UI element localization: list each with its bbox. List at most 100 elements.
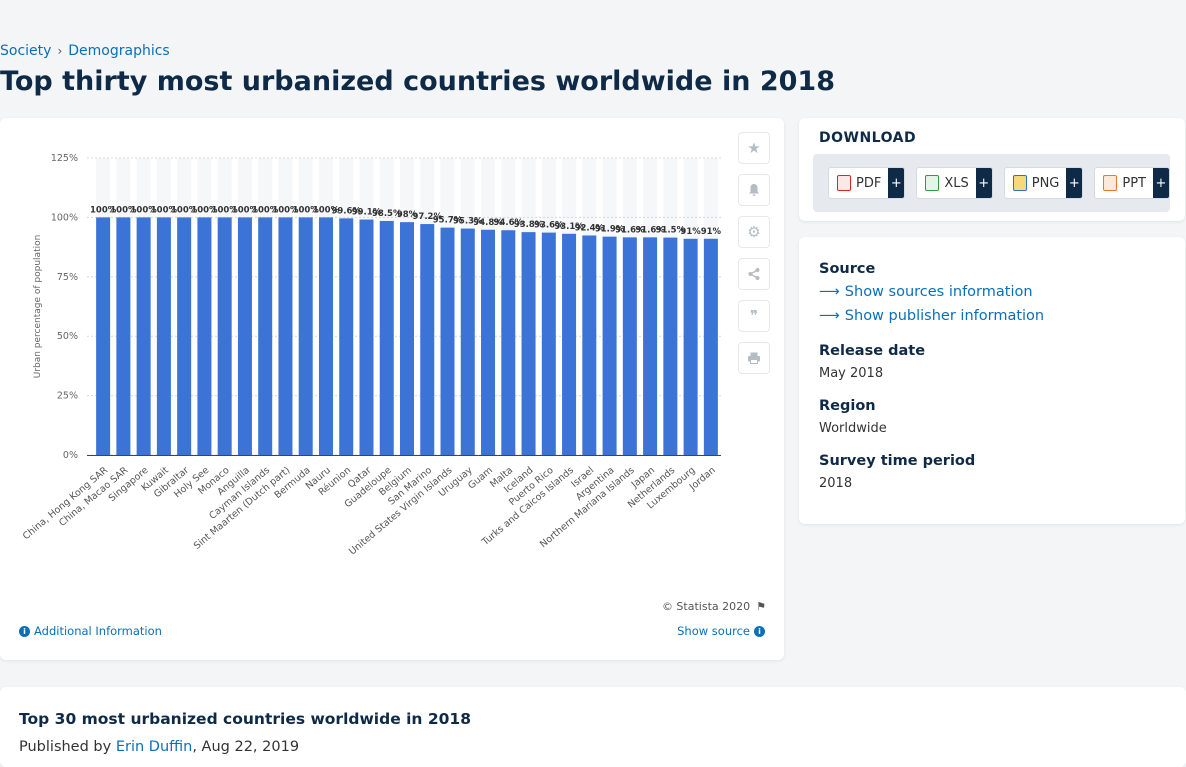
bar[interactable]: [582, 235, 597, 455]
show-sources-link[interactable]: ⟶ Show sources information: [819, 284, 1033, 300]
y-tick-label: 0%: [63, 450, 78, 461]
bar[interactable]: [258, 217, 273, 455]
y-tick-label: 125%: [51, 153, 78, 164]
bar[interactable]: [318, 217, 333, 455]
favorite-star-icon[interactable]: ★: [738, 132, 770, 164]
bar[interactable]: [339, 218, 354, 455]
bar[interactable]: [501, 230, 516, 455]
bar[interactable]: [541, 232, 556, 455]
bar[interactable]: [420, 224, 435, 455]
bar[interactable]: [197, 217, 212, 455]
source-heading: Source: [819, 261, 876, 277]
region-value: Worldwide: [819, 421, 887, 436]
release-date-heading: Release date: [819, 343, 926, 359]
bar[interactable]: [481, 229, 496, 455]
published-by: Published by Erin Duffin, Aug 22, 2019: [19, 739, 299, 755]
value-label: 99.1%: [352, 208, 382, 218]
value-label: 93.6%: [534, 221, 564, 231]
download-png-button[interactable]: PNG +: [1003, 167, 1084, 199]
png-file-icon: [1012, 175, 1027, 191]
bar[interactable]: [96, 217, 111, 455]
y-tick-label: 100%: [51, 212, 78, 223]
bar[interactable]: [643, 237, 658, 455]
value-label: 99.6%: [331, 206, 361, 216]
download-png-label: PNG: [1031, 175, 1060, 191]
download-xls-button[interactable]: XLS +: [916, 167, 993, 199]
bar[interactable]: [602, 236, 617, 455]
value-label: 91%: [680, 227, 701, 237]
value-label: 100%: [252, 205, 279, 215]
bar[interactable]: [622, 237, 637, 455]
value-label: 100%: [191, 205, 218, 215]
x-tick-label: China, Hong Kong SAR: [21, 465, 110, 543]
bar[interactable]: [460, 228, 475, 455]
survey-period-heading: Survey time period: [819, 453, 976, 469]
bar[interactable]: [440, 227, 455, 455]
chart-tools: ★ ⚙ ❞: [738, 132, 770, 374]
settings-gear-icon[interactable]: ⚙: [738, 216, 770, 248]
download-xls-label: XLS: [944, 175, 969, 191]
bar-chart: 0%25%50%75%100%125% 100%100%100%100%100%…: [21, 153, 722, 558]
value-label: 95.7%: [433, 216, 463, 226]
y-axis-ticks: 0% 25% 50% 75% 100% 125%: [51, 153, 78, 461]
arrow-right-icon: ⟶: [819, 284, 840, 300]
bar[interactable]: [136, 217, 151, 455]
value-label: 100%: [151, 205, 178, 215]
download-ppt-button[interactable]: PPT +: [1094, 167, 1170, 199]
bar[interactable]: [521, 232, 536, 455]
download-pdf-label: PDF: [856, 175, 882, 191]
bar[interactable]: [298, 217, 313, 455]
bar[interactable]: [217, 217, 232, 455]
bar[interactable]: [683, 238, 698, 455]
show-publisher-link[interactable]: ⟶ Show publisher information: [819, 308, 1044, 324]
pdf-file-icon: [837, 175, 851, 191]
chart-card: 0% 25% 50% 75% 100% 125% 100% 100% 100% 100% 100%…: [0, 118, 784, 660]
bar[interactable]: [359, 219, 374, 455]
info-icon: i: [19, 625, 30, 637]
y-tick-label: 25%: [57, 391, 78, 402]
value-label: 100%: [90, 205, 117, 215]
value-label: 93.1%: [554, 222, 584, 232]
survey-period-value: 2018: [819, 476, 853, 491]
value-label: 100%: [232, 205, 259, 215]
value-label: 91.6%: [615, 225, 645, 235]
bar[interactable]: [116, 217, 131, 455]
breadcrumb-society[interactable]: Society: [0, 43, 52, 59]
additional-information-link[interactable]: i Additional Information: [19, 624, 162, 638]
value-label: 91.6%: [635, 225, 665, 235]
chart-bars: [96, 217, 718, 455]
bar[interactable]: [379, 220, 394, 455]
bar[interactable]: [156, 217, 171, 455]
value-labels: 100%100%100%100%100%100%100%100%100%100%…: [90, 205, 722, 236]
author-link[interactable]: Erin Duffin: [115, 739, 193, 755]
download-pdf-button[interactable]: PDF +: [828, 167, 906, 199]
show-publisher-label: Show publisher information: [844, 308, 1045, 324]
notification-bell-icon[interactable]: [738, 174, 770, 206]
flag-icon[interactable]: ⚑: [756, 600, 766, 613]
plus-icon: +: [975, 168, 992, 198]
value-label: 92.4%: [575, 223, 605, 233]
plus-icon: +: [888, 168, 905, 198]
show-source-link[interactable]: Show source i: [677, 624, 765, 638]
value-label: 93.8%: [514, 220, 544, 230]
value-label: 97.2%: [413, 212, 443, 222]
bar[interactable]: [400, 222, 414, 455]
bar[interactable]: [177, 217, 192, 455]
share-icon[interactable]: [738, 258, 770, 290]
print-icon[interactable]: [738, 342, 770, 374]
bar[interactable]: [703, 238, 718, 455]
download-buttons: PDF + XLS + PNG + PPT +: [813, 154, 1170, 212]
copyright-text: © Statista 2020: [661, 600, 751, 613]
bar[interactable]: [237, 217, 252, 455]
value-label: 100%: [212, 205, 239, 215]
description-card: Top 30 most urbanized countries worldwid…: [0, 687, 1186, 767]
y-tick-label: 75%: [57, 272, 78, 283]
value-label: 100%: [313, 205, 340, 215]
value-label: 100%: [272, 205, 299, 215]
breadcrumb-demographics[interactable]: Demographics: [68, 43, 170, 59]
bar[interactable]: [562, 233, 577, 455]
quote-citation-icon[interactable]: ❞: [738, 300, 770, 332]
bar[interactable]: [278, 217, 293, 455]
bar[interactable]: [663, 237, 678, 455]
